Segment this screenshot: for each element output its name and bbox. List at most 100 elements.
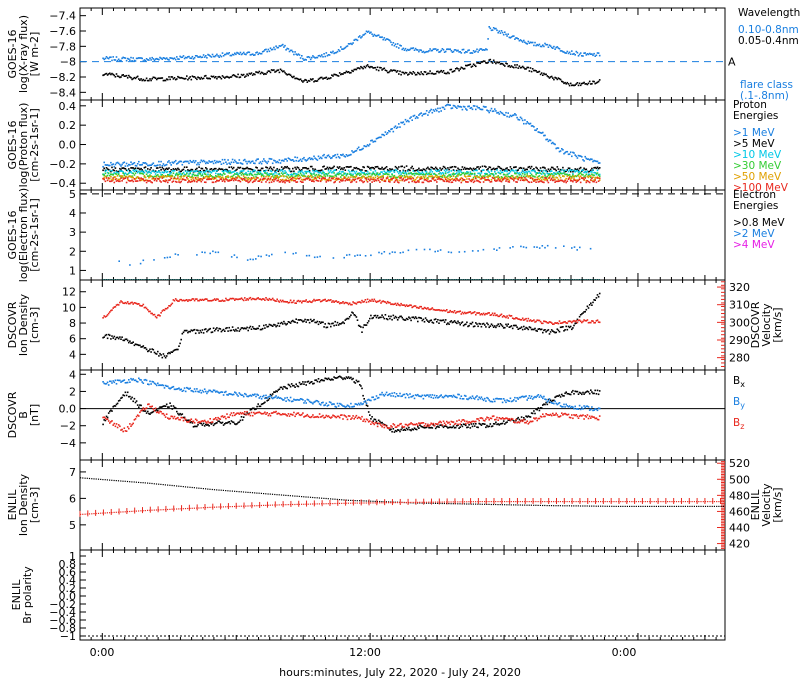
data-point [347,43,350,45]
y-tick-label: 2 [69,245,76,258]
data-point [211,177,214,179]
y-tick-label: −8 [60,56,76,69]
data-point [399,315,401,318]
data-point [151,170,153,173]
data-point [367,30,370,33]
data-point [337,167,340,169]
data-point [205,167,207,169]
data-point [307,175,310,177]
data-point [566,175,569,177]
data-point [274,175,276,177]
data-point [190,168,193,171]
data-point [496,112,498,114]
data-point [173,77,176,79]
data-point [424,175,427,177]
data-point [418,171,420,174]
data-point [509,176,512,178]
data-point [399,179,401,182]
data-point [375,137,378,140]
data-point [209,327,211,330]
data-point [343,167,345,169]
data-point [343,322,345,325]
data-point [253,73,255,75]
data-point [207,53,209,56]
data-point [172,162,175,164]
data-point [395,169,398,172]
data-point [552,141,554,144]
data-point [513,35,515,37]
data-point [218,179,220,182]
data-point [374,34,377,37]
data-point [120,59,122,62]
data-point [477,62,479,64]
data-point [326,166,329,169]
data-point [135,76,138,79]
data-point [334,73,336,76]
data-point [371,317,373,320]
data-point [314,80,316,82]
data-point [105,333,108,336]
data-point [316,175,319,178]
data-point [377,136,380,139]
data-point [450,181,453,184]
data-point [194,170,197,173]
data-point [338,172,341,175]
data-point [187,160,189,163]
data-point [545,177,547,179]
data-point [517,178,519,181]
data-point [275,172,277,174]
data-point [410,116,412,118]
data-point [121,301,123,303]
data-point [502,173,505,176]
data-point [143,180,146,182]
data-point [517,38,519,40]
data-point [332,322,334,325]
data-point [418,179,420,182]
data-point [122,56,124,59]
data-point [193,76,196,78]
data-point [380,175,382,178]
data-point [183,173,186,176]
data-point [342,170,344,173]
data-point [412,316,415,318]
data-point [448,104,450,106]
data-point [170,177,172,180]
data-point [270,48,273,51]
data-point [402,318,405,321]
data-point [520,177,523,179]
data-point [295,318,297,320]
data-point [343,175,345,178]
data-point [122,339,124,342]
data-point [231,178,234,180]
data-point [172,170,175,172]
data-point [373,67,376,69]
data-point [241,170,244,172]
data-point [244,173,246,175]
data-point [494,61,496,63]
data-point [115,170,118,172]
data-point [230,175,233,178]
data-point [236,51,238,54]
data-point [467,49,469,52]
data-point [183,57,186,60]
data-point [134,172,137,175]
data-point [280,321,283,324]
data-point [342,153,344,156]
data-point [565,169,567,171]
data-point [355,181,358,183]
data-point [536,43,538,46]
data-point [480,172,483,174]
data-point [374,170,377,172]
data-point [302,167,304,169]
data-point [147,175,149,177]
data-point [590,175,592,177]
data-point [343,47,345,50]
data-point [554,48,556,50]
data-point [429,168,431,171]
data-point [356,254,359,256]
data-point [249,168,252,170]
data-point [370,178,372,180]
data-point [362,181,364,184]
data-point [429,48,431,50]
data-point [539,167,542,169]
